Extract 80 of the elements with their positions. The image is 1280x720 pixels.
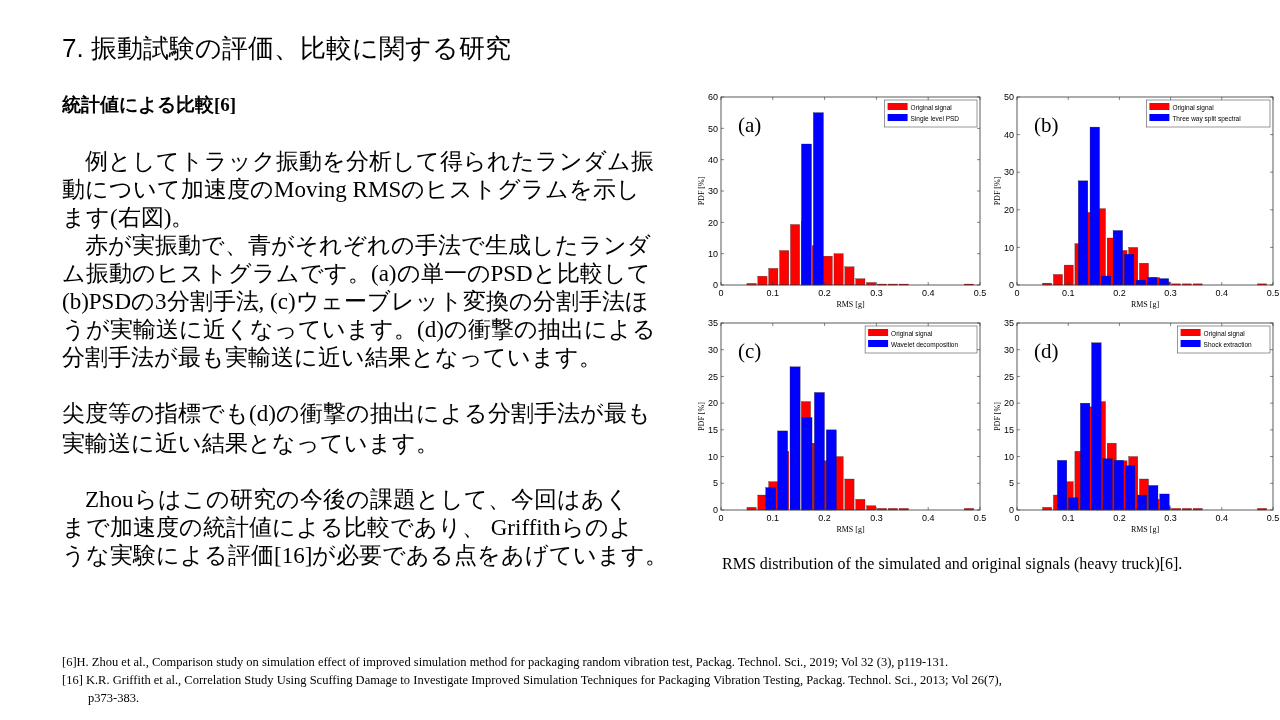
- x-axis-title: RMS [g]: [836, 525, 865, 534]
- y-tick-label: 20: [1003, 398, 1014, 409]
- x-axis-title: RMS [g]: [1130, 300, 1160, 309]
- y-tick-label: 5: [1008, 478, 1014, 489]
- y-tick-label: 20: [707, 398, 718, 409]
- text: [16] K.R. Griffith et al., Correlation Study Using Scuffing Damage to Investigate Improved Simulation Techniques for Packaging Vibration Testing, Packag. Technol. Sci., 2013; Vol 26(7),: [62, 673, 1002, 687]
- x-tick-label: 0.3: [870, 513, 883, 523]
- x-tick-label: 0.3: [870, 288, 883, 298]
- annotation: (b): [1034, 113, 1059, 137]
- y-tick-label: 60: [707, 92, 718, 103]
- x-tick-label: 0.5: [973, 288, 987, 298]
- text: 尖度等の指標でも(d)の衝撃の抽出による分割手法が最も: [62, 401, 651, 426]
- x-tick-label: 0.3: [1164, 513, 1177, 523]
- y-tick-label: 0: [1008, 280, 1014, 291]
- y-tick-label: 20: [1003, 205, 1014, 215]
- text: 赤が実振動で、青がそれぞれの手法で生成したランダ: [62, 233, 651, 258]
- y-tick-label: 30: [1003, 167, 1014, 178]
- y-tick-label: 30: [707, 186, 718, 197]
- x-tick-label: 0.3: [1164, 288, 1177, 298]
- text: (b)PSDの3分割手法, (c)ウェーブレット変換の分割手法ほ: [62, 289, 649, 314]
- y-tick-label: 15: [1003, 425, 1014, 436]
- x-tick-label: 0.5: [1266, 513, 1280, 523]
- y-tick-label: 15: [707, 425, 718, 436]
- text: [6]H. Zhou et al., Comparison study on simulation effect of improved simulation method for packaging random vibration test, Packag. Technol. Sci., 2019; Vol 32 (3), p119-131.: [62, 655, 949, 669]
- y-tick-label: 40: [1003, 129, 1014, 140]
- x-tick-label: 0.2: [1113, 288, 1126, 298]
- text: 動について加速度のMoving RMSのヒストグラムを示し: [62, 177, 641, 202]
- x-tick-label: 0.4: [921, 288, 935, 298]
- y-tick-label: 10: [1003, 451, 1014, 462]
- annotation: (a): [738, 113, 762, 137]
- x-tick-label: 0.4: [1215, 288, 1229, 298]
- x-tick-label: 0.5: [973, 513, 987, 523]
- y-tick-label: 10: [707, 451, 718, 462]
- text: うが実輸送に近くなっています。(d)の衝撃の抽出による: [62, 317, 656, 342]
- y-tick-label: 0: [1008, 505, 1014, 516]
- y-axis-title: PDF [%]: [697, 401, 706, 431]
- x-tick-label: 0.2: [818, 513, 831, 523]
- x-tick-label: 0.2: [1113, 513, 1126, 523]
- y-axis-title: PDF [%]: [993, 401, 1002, 431]
- x-tick-label: 0.1: [1061, 513, 1075, 523]
- y-axis-title: PDF [%]: [697, 176, 706, 206]
- x-tick-label: 0.4: [1215, 513, 1229, 523]
- x-tick-label: 0.1: [766, 513, 780, 523]
- text: 7. 振動試験の評価、比較に関する研究: [62, 33, 511, 63]
- x-tick-label: 0.5: [1266, 288, 1280, 298]
- text: 例としてトラック振動を分析して得られたランダム振: [62, 149, 654, 174]
- text: RMS distribution of the simulated and original signals (heavy truck)[6].: [722, 555, 1183, 573]
- y-tick-label: 50: [1003, 92, 1014, 103]
- y-tick-label: 10: [707, 248, 718, 259]
- y-tick-label: 25: [1003, 371, 1014, 382]
- y-tick-label: 35: [1003, 318, 1014, 329]
- x-axis-title: RMS [g]: [836, 300, 865, 309]
- y-tick-label: 40: [707, 154, 718, 165]
- x-tick-label: 0.4: [921, 513, 935, 523]
- text: 分割手法が最も実輸送に近い結果となっています。: [62, 345, 602, 370]
- y-tick-label: 0: [712, 280, 718, 291]
- y-tick-label: 50: [707, 123, 718, 134]
- text: 実輸送に近い結果となっています。: [62, 431, 439, 456]
- text: ます(右図)。: [62, 205, 195, 230]
- y-tick-label: 0: [712, 505, 718, 516]
- y-axis-title: PDF [%]: [993, 176, 1002, 206]
- text: ム振動のヒストグラムです。(a)の単一のPSDと比較して: [62, 261, 651, 286]
- y-tick-label: 30: [1003, 344, 1014, 355]
- y-tick-label: 10: [1003, 242, 1014, 253]
- text: 統計値による比較[6]: [61, 94, 237, 115]
- text: うな実験による評価[16]が必要である点をあげています。: [62, 543, 669, 568]
- y-tick-label: 5: [712, 478, 718, 489]
- x-tick-label: 0.1: [1061, 288, 1075, 298]
- text: p373-383.: [88, 691, 140, 705]
- text: Zhouらはこの研究の今後の課題として、今回はあく: [62, 487, 629, 512]
- y-tick-label: 30: [707, 344, 718, 355]
- x-axis-title: RMS [g]: [1130, 525, 1160, 534]
- y-tick-label: 25: [707, 371, 718, 382]
- y-tick-label: 35: [707, 318, 718, 329]
- x-tick-label: 0.1: [766, 288, 780, 298]
- annotation: (d): [1034, 339, 1059, 363]
- x-tick-label: 0.2: [818, 288, 831, 298]
- text: まで加速度の統計値による比較であり、 Griffithらのよ: [62, 515, 633, 540]
- y-tick-label: 20: [707, 217, 718, 228]
- annotation: (c): [738, 339, 762, 363]
